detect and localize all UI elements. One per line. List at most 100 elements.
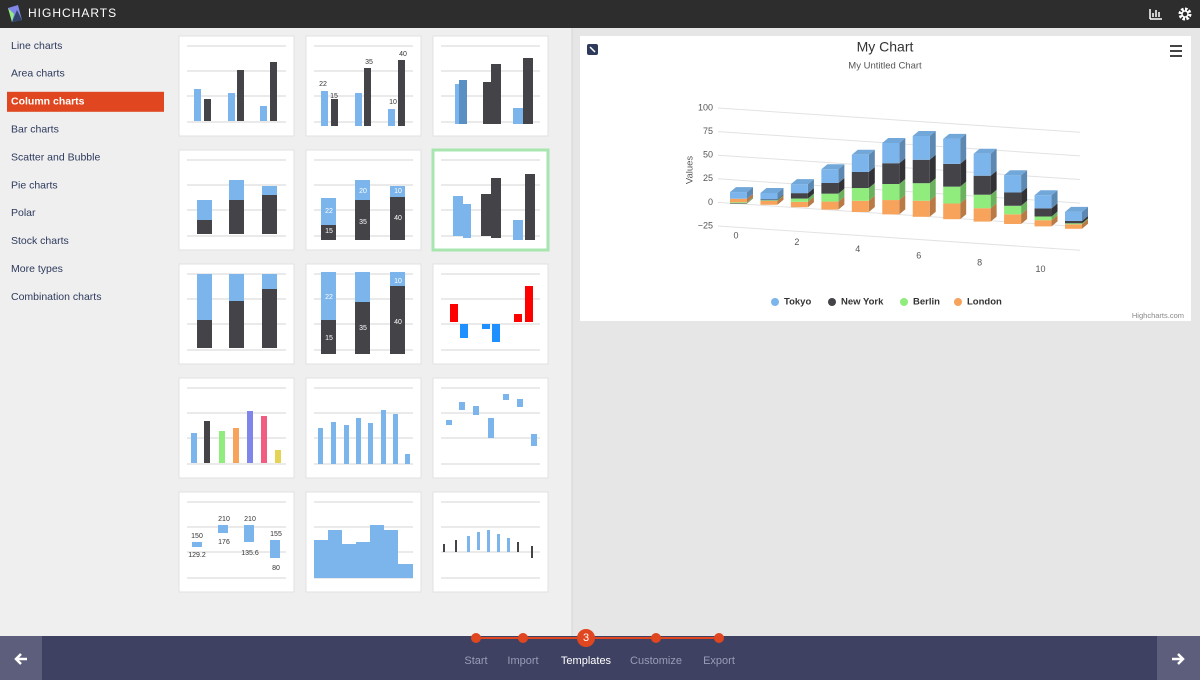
thumbnail-bar bbox=[331, 422, 336, 464]
thumbnail-bar bbox=[355, 93, 362, 126]
thumbnail-bar bbox=[219, 431, 225, 463]
bar bbox=[943, 163, 961, 187]
template-thumbnail[interactable] bbox=[431, 148, 550, 252]
wizard-step[interactable]: Start bbox=[464, 633, 488, 667]
template-thumbnail[interactable] bbox=[305, 149, 422, 251]
bar bbox=[760, 200, 778, 201]
bar-side bbox=[990, 203, 997, 222]
template-thumbnail[interactable] bbox=[432, 491, 549, 593]
template-thumbnail[interactable] bbox=[432, 377, 549, 479]
grid-line bbox=[717, 107, 1081, 133]
template-thumbnail[interactable] bbox=[178, 149, 295, 251]
legend-item[interactable]: Berlin bbox=[900, 297, 940, 308]
bar bbox=[821, 193, 839, 202]
sidebar-item[interactable]: Bar charts bbox=[11, 123, 59, 135]
thumbnail-bar bbox=[244, 525, 254, 542]
grid-line bbox=[717, 225, 1081, 251]
template-thumbnail[interactable] bbox=[178, 35, 295, 137]
expand-button[interactable] bbox=[587, 44, 598, 55]
y-tick-label: 25 bbox=[703, 173, 713, 183]
settings-icon[interactable] bbox=[1178, 7, 1192, 21]
sidebar-label: Stock charts bbox=[11, 235, 69, 247]
y-tick-label: 100 bbox=[698, 102, 713, 112]
sidebar-item[interactable]: Area charts bbox=[11, 68, 65, 80]
sidebar-item[interactable]: Stock charts bbox=[11, 235, 69, 247]
sidebar-item[interactable]: Polar bbox=[11, 207, 36, 219]
thumbnail-bar bbox=[260, 106, 267, 121]
wizard-step[interactable]: 3 Templates bbox=[561, 629, 612, 667]
thumbnail-bar bbox=[318, 428, 323, 464]
legend-marker bbox=[828, 298, 836, 306]
thumbnail-label: 40 bbox=[394, 319, 402, 326]
template-thumbnail[interactable] bbox=[178, 491, 295, 593]
legend-item[interactable]: London bbox=[954, 297, 1002, 308]
thumbnail-label: 150 bbox=[191, 533, 203, 540]
thumbnail-bar bbox=[492, 324, 500, 342]
template-thumbnail[interactable] bbox=[178, 377, 295, 479]
thumbnail-bar bbox=[531, 546, 533, 558]
chart-icon[interactable] bbox=[1149, 9, 1162, 20]
thumbnail-bar bbox=[481, 194, 491, 236]
thumbnail-bar bbox=[355, 200, 370, 240]
back-button[interactable] bbox=[0, 636, 42, 680]
thumbnail-bar bbox=[229, 301, 244, 348]
thumbnail-bar bbox=[467, 536, 470, 552]
bar-side bbox=[747, 197, 753, 204]
bar-side bbox=[868, 166, 875, 189]
bar-side bbox=[807, 188, 814, 199]
wizard-step[interactable]: Export bbox=[703, 633, 735, 667]
sidebar-item[interactable]: Scatter and Bubble bbox=[11, 151, 100, 163]
thumbnail-label: 15 bbox=[330, 93, 338, 100]
sidebar-item[interactable]: Combination charts bbox=[11, 291, 101, 303]
template-thumbnail[interactable] bbox=[305, 263, 422, 365]
sidebar-item[interactable]: Pie charts bbox=[11, 179, 58, 191]
thumbnail-bar bbox=[355, 272, 370, 302]
thumbnail-label: 15 bbox=[325, 335, 333, 342]
thumbnail-bar bbox=[356, 418, 361, 464]
template-thumbnail[interactable] bbox=[432, 263, 549, 365]
legend-label: New York bbox=[841, 297, 884, 308]
template-thumbnail[interactable] bbox=[178, 263, 295, 365]
step-label: Import bbox=[507, 655, 538, 667]
thumbnail-label: 40 bbox=[399, 51, 407, 58]
template-thumbnail[interactable] bbox=[305, 491, 422, 593]
thumbnail-bar bbox=[460, 324, 468, 338]
bar bbox=[912, 200, 930, 217]
template-thumbnail[interactable] bbox=[432, 35, 549, 137]
thumbnail-bar bbox=[477, 532, 480, 550]
bar-side bbox=[1082, 215, 1088, 224]
sidebar-item[interactable]: Line charts bbox=[11, 40, 62, 52]
template-thumbnail[interactable] bbox=[305, 35, 422, 137]
thumbnail-bar bbox=[453, 196, 463, 236]
bar bbox=[760, 199, 778, 201]
thumbnail-bar bbox=[459, 80, 467, 124]
legend-label: London bbox=[967, 297, 1002, 308]
bar bbox=[821, 201, 839, 210]
menu-button[interactable] bbox=[1170, 45, 1182, 57]
thumbnail-bar bbox=[446, 420, 452, 425]
thumbnail-bar bbox=[321, 198, 336, 225]
y-tick-label: 75 bbox=[703, 126, 713, 136]
thumbnail-bar bbox=[356, 542, 370, 578]
bar bbox=[730, 198, 747, 203]
sidebar-item[interactable]: More types bbox=[11, 263, 63, 275]
sidebar-item[interactable]: Column charts bbox=[7, 91, 164, 112]
wizard-step[interactable]: Import bbox=[507, 633, 539, 667]
bar bbox=[912, 135, 930, 160]
thumbnail-bar bbox=[487, 530, 490, 552]
next-button[interactable] bbox=[1157, 636, 1200, 680]
legend-item[interactable]: New York bbox=[828, 297, 884, 308]
wizard-step[interactable]: Customize bbox=[630, 633, 682, 667]
chart-subtitle: My Untitled Chart bbox=[848, 61, 922, 72]
bar-side bbox=[960, 198, 967, 220]
step-dot bbox=[577, 629, 595, 647]
thumbnail-label: 35 bbox=[359, 219, 367, 226]
thumbnail-bar bbox=[398, 60, 405, 126]
bar-side bbox=[838, 188, 845, 202]
thumbnail-bar bbox=[204, 99, 211, 121]
thumbnail-label: 176 bbox=[218, 539, 230, 546]
bar bbox=[1065, 224, 1082, 229]
legend-item[interactable]: Tokyo bbox=[771, 297, 811, 308]
template-thumbnail[interactable] bbox=[305, 377, 422, 479]
bar bbox=[730, 202, 747, 204]
